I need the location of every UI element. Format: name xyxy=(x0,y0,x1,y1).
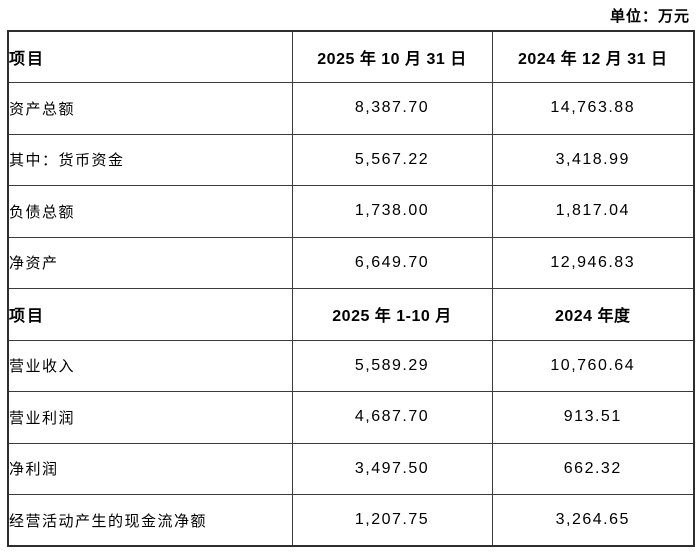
table-row: 负债总额 1,738.00 1,817.04 xyxy=(7,185,695,238)
cell-value: 4,687.70 xyxy=(291,391,493,444)
cell-value: 1,817.04 xyxy=(491,185,695,238)
financial-table: 项目 2025 年 10 月 31 日 2024 年 12 月 31 日 资产总… xyxy=(7,30,695,547)
column-header-date-current: 2025 年 10 月 31 日 xyxy=(291,30,493,83)
table-row: 资产总额 8,387.70 14,763.88 xyxy=(7,82,695,135)
cell-value: 913.51 xyxy=(491,391,695,444)
cell-value: 5,567.22 xyxy=(291,133,493,186)
table-row: 经营活动产生的现金流净额 1,207.75 3,264.65 xyxy=(7,494,695,547)
column-header-period-prior: 2024 年度 xyxy=(491,288,695,341)
cell-value: 5,589.29 xyxy=(291,339,493,392)
cell-value: 1,738.00 xyxy=(291,185,493,238)
cell-value: 3,497.50 xyxy=(291,442,493,495)
cell-value: 8,387.70 xyxy=(291,82,493,135)
row-label: 营业收入 xyxy=(7,339,293,392)
row-label: 资产总额 xyxy=(7,82,293,135)
column-header-item: 项目 xyxy=(7,30,293,83)
row-label: 净利润 xyxy=(7,442,293,495)
row-label: 经营活动产生的现金流净额 xyxy=(7,494,293,547)
cell-value: 10,760.64 xyxy=(491,339,695,392)
row-label: 净资产 xyxy=(7,236,293,289)
section2-header-row: 项目 2025 年 1-10 月 2024 年度 xyxy=(7,288,695,341)
cell-value: 662.32 xyxy=(491,442,695,495)
cell-value: 12,946.83 xyxy=(491,236,695,289)
column-header-date-prior: 2024 年 12 月 31 日 xyxy=(491,30,695,83)
row-label: 营业利润 xyxy=(7,391,293,444)
table-row: 其中：货币资金 5,567.22 3,418.99 xyxy=(7,133,695,186)
cell-value: 14,763.88 xyxy=(491,82,695,135)
table-row: 营业利润 4,687.70 913.51 xyxy=(7,391,695,444)
cell-value: 1,207.75 xyxy=(291,494,493,547)
row-label: 负债总额 xyxy=(7,185,293,238)
row-label: 其中：货币资金 xyxy=(7,133,293,186)
table-row: 净资产 6,649.70 12,946.83 xyxy=(7,236,695,289)
table-row: 营业收入 5,589.29 10,760.64 xyxy=(7,339,695,392)
cell-value: 6,649.70 xyxy=(291,236,493,289)
cell-value: 3,264.65 xyxy=(491,494,695,547)
column-header-period-current: 2025 年 1-10 月 xyxy=(291,288,493,341)
column-header-item: 项目 xyxy=(7,288,293,341)
unit-label: 单位：万元 xyxy=(609,9,690,25)
section1-header-row: 项目 2025 年 10 月 31 日 2024 年 12 月 31 日 xyxy=(7,30,695,83)
table-row: 净利润 3,497.50 662.32 xyxy=(7,442,695,495)
cell-value: 3,418.99 xyxy=(491,133,695,186)
